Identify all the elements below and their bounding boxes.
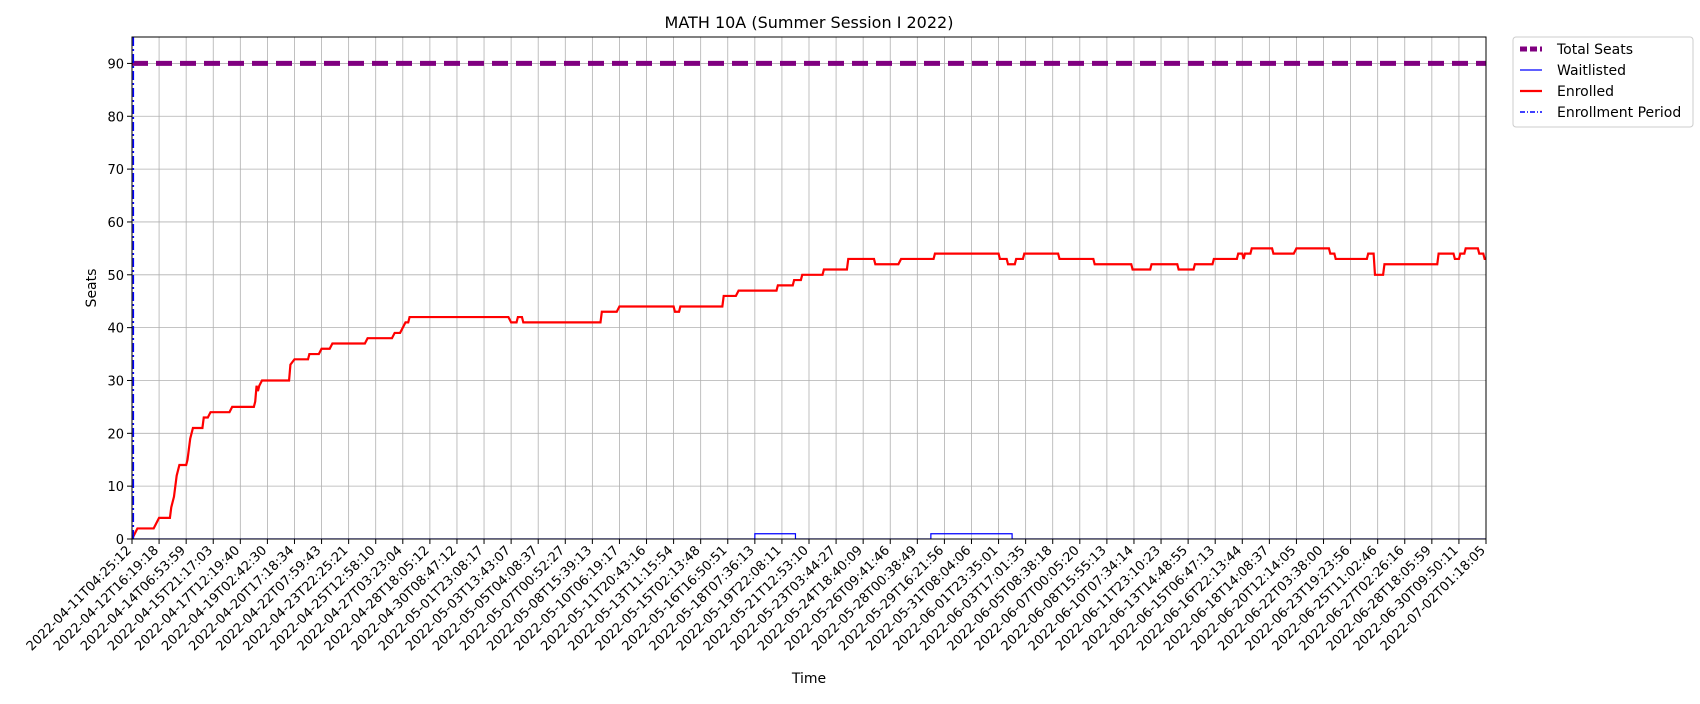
- x-axis-ticks: 2022-04-11T04:25:122022-04-12T16:19:1820…: [24, 539, 1489, 654]
- legend: Total Seats Waitlisted Enrolled Enrollme…: [1512, 36, 1694, 128]
- legend-label-waitlisted: Waitlisted: [1557, 63, 1626, 79]
- legend-label-enrollment-period: Enrollment Period: [1557, 105, 1681, 121]
- x-axis-label: Time: [791, 671, 826, 687]
- y-tick-label: 10: [107, 480, 124, 495]
- y-tick-label: 20: [107, 427, 124, 442]
- legend-label-total-seats: Total Seats: [1556, 42, 1633, 58]
- series-line-waitlisted: [132, 533, 1486, 539]
- legend-frame: [1512, 36, 1694, 128]
- y-tick-label: 70: [107, 163, 124, 178]
- y-tick-label: 90: [107, 57, 124, 72]
- y-tick-label: 30: [107, 374, 124, 389]
- grid-layer: [131, 37, 1487, 540]
- chart-title: MATH 10A (Summer Session I 2022): [665, 13, 954, 32]
- y-axis-ticks: 0 10 20 30 40 50 60 70 80 90: [107, 57, 132, 548]
- y-tick-label: 40: [107, 322, 124, 337]
- y-tick-label: 50: [107, 269, 124, 284]
- series-layer: [132, 37, 1486, 539]
- y-axis-label: Seats: [84, 269, 100, 308]
- y-tick-label: 80: [107, 110, 124, 125]
- y-tick-label: 0: [116, 533, 124, 548]
- y-tick-label: 60: [107, 216, 124, 231]
- series-line-enrolled: [132, 247, 1486, 539]
- legend-label-enrolled: Enrolled: [1557, 84, 1614, 100]
